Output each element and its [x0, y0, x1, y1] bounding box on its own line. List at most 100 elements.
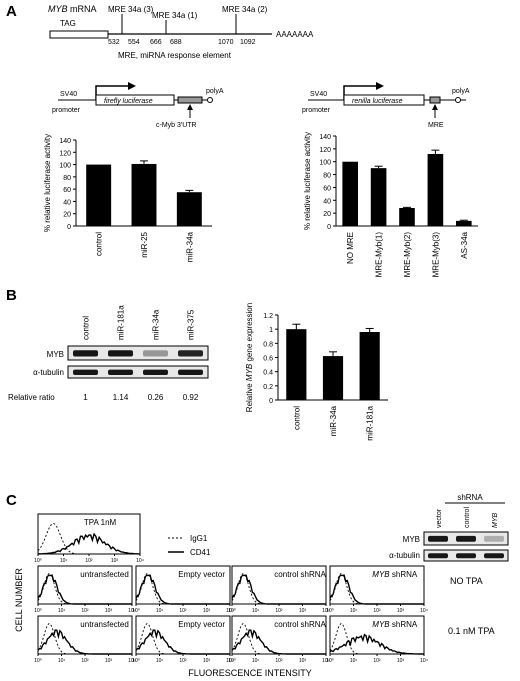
- histogram-frame: [329, 615, 425, 655]
- histogram-tick-label: 10³: [105, 658, 113, 664]
- panel-label-a: A: [6, 3, 17, 20]
- blot-b-strip: [67, 365, 209, 379]
- promoter-arrowhead-left: [128, 82, 136, 90]
- mre2-label: MRE 34a (2): [222, 5, 268, 14]
- histogram-tick-label: 10³: [105, 608, 113, 614]
- mre1-end: 688: [170, 39, 182, 46]
- mre2-start: 1070: [218, 39, 234, 46]
- blot-b-row-label: MYB: [47, 350, 64, 359]
- y-tick-label: 0.4: [263, 370, 273, 377]
- blot-b-column-label: miR-181a: [117, 305, 126, 340]
- histogram-tick-label: 10³: [111, 558, 119, 564]
- y-axis-label: % relative luciferase activity: [43, 134, 52, 232]
- y-tick-label: 100: [319, 160, 331, 167]
- histogram-frame: [231, 565, 327, 605]
- histogram-frame: [37, 513, 141, 555]
- histogram-tick-label: 10⁰: [228, 658, 236, 664]
- cd41-curve: [135, 629, 230, 655]
- histogram: 10⁰ 10¹ 10² 10³ 10⁴ TPA 1nM: [34, 513, 144, 564]
- histogram: 10⁰ 10¹ 10² 10³ 10⁴ untransfected: [34, 615, 136, 664]
- y-tick-label: 0: [67, 224, 71, 231]
- bar-mre-myb-2-: [399, 208, 415, 226]
- bar-control: [286, 329, 307, 400]
- histogram-tick-label: 10¹: [156, 658, 164, 664]
- polya-label-right: polyA: [452, 88, 470, 95]
- mre-label: MRE: [428, 122, 444, 129]
- bar-mre-myb-3-: [427, 154, 444, 226]
- histogram-label-rest: shRNA: [390, 570, 418, 579]
- histogram-tick-label: 10⁰: [34, 608, 42, 614]
- row-label-tpa: 0.1 nM TPA: [448, 626, 495, 636]
- histogram: 10⁰ 10¹ 10² 10³ 10⁴ MYB shRNA: [326, 565, 428, 614]
- cd41-curve: [37, 532, 140, 555]
- histogram-tick-label: 10⁰: [326, 658, 334, 664]
- histogram-label: untransfected: [80, 620, 128, 629]
- histogram-frame: [329, 565, 425, 605]
- histogram-tick-label: 10³: [299, 658, 307, 664]
- y-tick-label: 60: [63, 187, 71, 194]
- x-tick-label: NO MRE: [346, 232, 355, 264]
- tag-label: TAG: [60, 19, 76, 28]
- histogram-label: untransfected: [80, 570, 128, 579]
- y-tick-label: 60: [323, 185, 331, 192]
- mrna-word: mRNA: [70, 4, 97, 14]
- y-tick-label: 0.6: [263, 356, 273, 363]
- western-blot-shrna: shRNA vector control MYB MYB α-tubulin: [389, 493, 509, 562]
- histogram-tick-label: 10⁴: [322, 658, 330, 664]
- histogram-tick-label: 10⁰: [132, 608, 140, 614]
- firefly-gene-box: [95, 94, 175, 106]
- blot-c-band: [428, 535, 448, 542]
- shrna-header: shRNA: [457, 493, 483, 502]
- x-tick-label: MRE-Myb(3): [431, 232, 440, 278]
- blot-c-band: [428, 553, 448, 559]
- histogram-tick-label: 10⁰: [326, 608, 334, 614]
- histogram-tick-label: 10²: [179, 608, 187, 614]
- histogram-tick-label: 10⁴: [226, 608, 234, 614]
- bar-mir-25: [131, 163, 157, 226]
- blot-b-band: [73, 350, 98, 357]
- x-tick-label: control: [292, 406, 301, 430]
- blot-b-strip: [67, 345, 209, 361]
- relative-ratio-value: 1: [83, 393, 88, 402]
- x-tick-label: MRE-Myb(2): [403, 232, 412, 278]
- mre-box: [429, 96, 441, 104]
- legend-label-igg1: IgG1: [190, 534, 208, 543]
- x-tick-label: miR-181a: [366, 405, 375, 440]
- y-tick-label: 140: [59, 138, 71, 145]
- histogram-tick-label: 10⁰: [132, 658, 140, 664]
- histogram-label-gene: MYB: [372, 620, 390, 629]
- histogram-tick-label: 10⁴: [226, 658, 234, 664]
- cd41-curve: [37, 629, 132, 655]
- polya-label-left: polyA: [206, 88, 224, 95]
- relative-ratio-value: 0.92: [183, 393, 199, 402]
- histogram-label: Empty vector: [178, 570, 225, 579]
- western-blot-mirna: control miR-181a miR-34a miR-375 MYB α-tubuli…: [8, 305, 209, 402]
- histogram-label: control shRNA: [274, 620, 326, 629]
- mrna-label: MYB mRNA: [48, 4, 97, 14]
- x-tick-label: miR-34a: [185, 231, 194, 262]
- bar-no-mre: [342, 161, 359, 226]
- x-tick-label: MRE-Myb(1): [375, 232, 384, 278]
- construct-right: renilla luciferase polyA SV40 promoter M…: [302, 82, 470, 129]
- histogram-tick-label: 10¹: [350, 608, 358, 614]
- bar-mre-myb-1-: [370, 168, 387, 226]
- y-tick-label: 40: [323, 198, 331, 205]
- histogram-frame: [135, 565, 231, 605]
- y-tick-label: 0: [269, 398, 273, 405]
- histogram-tick-label: 10²: [275, 608, 283, 614]
- cd41-curve: [329, 633, 424, 655]
- histogram-label: MYB shRNA: [372, 620, 418, 629]
- sv40-label-left: SV40: [60, 91, 77, 98]
- histogram-tick-label: 10¹: [350, 658, 358, 664]
- histogram: 10⁰ 10¹ 10² 10³ 10⁴ control shRNA: [228, 565, 330, 614]
- polya-tail: AAAAAAA: [276, 30, 314, 39]
- y-axis-label: % relative luciferase activity: [303, 132, 312, 230]
- coding-region-box: [49, 30, 109, 39]
- blot-c-row-label: MYB: [403, 535, 420, 544]
- bar-mir-181a: [359, 332, 380, 400]
- mre2-end: 1092: [240, 39, 256, 46]
- histogram-legend: IgG1 CD41: [168, 534, 211, 557]
- y-tick-label: 120: [319, 147, 331, 154]
- histogram: 10⁰ 10¹ 10² 10³ 10⁴ Empty vector: [132, 615, 234, 664]
